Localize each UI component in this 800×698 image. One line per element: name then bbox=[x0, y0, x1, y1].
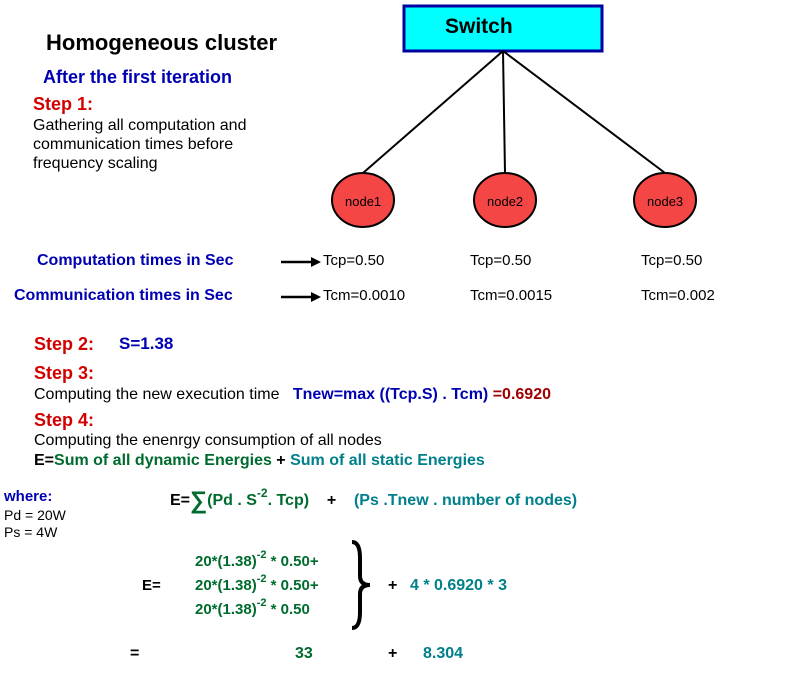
step1-label: Step 1: bbox=[33, 94, 93, 115]
f1-dyn: (Pd . S bbox=[207, 492, 257, 509]
result-eq: = bbox=[130, 645, 139, 663]
calc-line2: 20*(1.38)-2 * 0.50+ bbox=[195, 577, 319, 594]
step4-label: Step 4: bbox=[34, 410, 94, 431]
switch-label: Switch bbox=[445, 15, 513, 39]
edge-2 bbox=[503, 51, 505, 173]
where-pd: Pd = 20W bbox=[4, 507, 66, 523]
f1-stat: (Ps .Tnew . number of nodes) bbox=[354, 492, 577, 509]
step1-line3: frequency scaling bbox=[33, 154, 246, 173]
step3-label: Step 3: bbox=[34, 363, 94, 384]
f1-plus: + bbox=[327, 492, 336, 509]
formula1: E=∑(Pd . S-2. Tcp) + (Ps .Tnew . number … bbox=[170, 484, 577, 512]
c1e: -2 bbox=[257, 549, 267, 561]
node3-tcm: Tcm=0.002 bbox=[641, 287, 715, 304]
where-label: where: bbox=[4, 488, 52, 505]
edge-1 bbox=[363, 51, 503, 173]
c1b: * 0.50+ bbox=[267, 553, 319, 570]
brace-icon bbox=[348, 540, 372, 630]
comp-label: Computation times in Sec bbox=[37, 252, 233, 270]
sigma-icon: ∑ bbox=[190, 487, 207, 514]
f1-dyn2: . Tcp) bbox=[268, 492, 309, 509]
e-stat: Sum of all static Energies bbox=[290, 452, 485, 469]
c3a: 20*(1.38) bbox=[195, 601, 257, 618]
c3b: * 0.50 bbox=[267, 601, 310, 618]
calc-line3: 20*(1.38)-2 * 0.50 bbox=[195, 601, 310, 618]
step3-result: =0.6920 bbox=[493, 386, 551, 403]
subtitle: After the first iteration bbox=[43, 67, 232, 88]
edge-3 bbox=[503, 51, 665, 173]
comm-label: Communication times in Sec bbox=[14, 287, 233, 305]
e-prefix: E= bbox=[34, 452, 54, 469]
node1-tcm: Tcm=0.0010 bbox=[323, 287, 405, 304]
step3-desc: Computing the new execution time bbox=[34, 386, 279, 403]
step3-text: Computing the new execution time Tnew=ma… bbox=[34, 386, 551, 404]
page-title: Homogeneous cluster bbox=[46, 30, 277, 56]
node2-label: node2 bbox=[487, 194, 523, 209]
node1-tcp: Tcp=0.50 bbox=[323, 252, 384, 269]
step3-formula: Tnew=max ((Tcp.S) . Tcm) bbox=[293, 386, 488, 403]
c2b: * 0.50+ bbox=[267, 577, 319, 594]
arrow-comm bbox=[281, 290, 321, 304]
result-stat: 8.304 bbox=[423, 645, 463, 663]
step4-energy-eq: E=Sum of all dynamic Energies + Sum of a… bbox=[34, 452, 485, 470]
step1-line1: Gathering all computation and bbox=[33, 116, 246, 135]
node2-tcm: Tcm=0.0015 bbox=[470, 287, 552, 304]
result-plus: + bbox=[388, 645, 397, 663]
e-dyn: Sum of all dynamic Energies bbox=[54, 452, 272, 469]
node2-tcp: Tcp=0.50 bbox=[470, 252, 531, 269]
f1-lhs: E= bbox=[170, 492, 190, 509]
calc-plus: + bbox=[388, 577, 397, 595]
f1-exp: -2 bbox=[257, 486, 268, 500]
calc-static: 4 * 0.6920 * 3 bbox=[410, 577, 507, 595]
step4-text: Computing the enenrgy consumption of all… bbox=[34, 432, 382, 450]
result-dyn: 33 bbox=[295, 645, 313, 663]
c1a: 20*(1.38) bbox=[195, 553, 257, 570]
node3-label: node3 bbox=[647, 194, 683, 209]
step2-value: S=1.38 bbox=[119, 334, 173, 354]
where-ps: Ps = 4W bbox=[4, 524, 57, 540]
c2e: -2 bbox=[257, 573, 267, 585]
c3e: -2 bbox=[257, 597, 267, 609]
c2a: 20*(1.38) bbox=[195, 577, 257, 594]
e-plus: + bbox=[272, 452, 290, 469]
step1-text: Gathering all computation and communicat… bbox=[33, 116, 246, 173]
step2-label: Step 2: bbox=[34, 334, 94, 355]
calc-lhs: E= bbox=[142, 577, 161, 594]
arrow-comp bbox=[281, 255, 321, 269]
calc-line1: 20*(1.38)-2 * 0.50+ bbox=[195, 553, 319, 570]
node3-tcp: Tcp=0.50 bbox=[641, 252, 702, 269]
node1-label: node1 bbox=[345, 194, 381, 209]
step1-line2: communication times before bbox=[33, 135, 246, 154]
